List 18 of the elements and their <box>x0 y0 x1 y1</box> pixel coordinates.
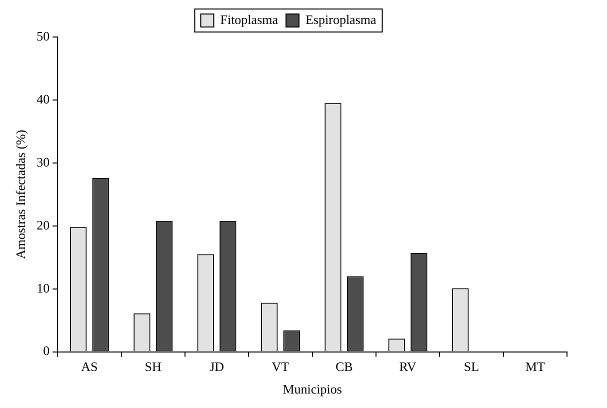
x-tick-label: SH <box>144 359 162 374</box>
legend-label: Fitoplasma <box>220 12 278 27</box>
x-tick-label: SL <box>464 359 480 374</box>
x-tick-label: VT <box>272 359 290 374</box>
y-tick-label: 50 <box>36 28 50 44</box>
y-tick-label: 10 <box>36 280 50 296</box>
y-tick-label: 0 <box>43 343 50 358</box>
x-tick-label: CB <box>335 359 354 374</box>
x-tick-label: JD <box>210 359 224 374</box>
y-axis-title: Amostras Infectadas (%) <box>13 130 28 260</box>
legend-label: Espiroplasma <box>306 12 376 27</box>
x-tick-label: AS <box>81 359 98 374</box>
y-tick-label: 30 <box>36 154 50 170</box>
x-axis-title: Municipios <box>282 382 342 397</box>
x-tick-label: MT <box>525 359 545 374</box>
y-tick-label: 20 <box>36 217 50 232</box>
x-tick-label: RV <box>399 359 417 374</box>
y-tick-label: 40 <box>36 91 50 106</box>
